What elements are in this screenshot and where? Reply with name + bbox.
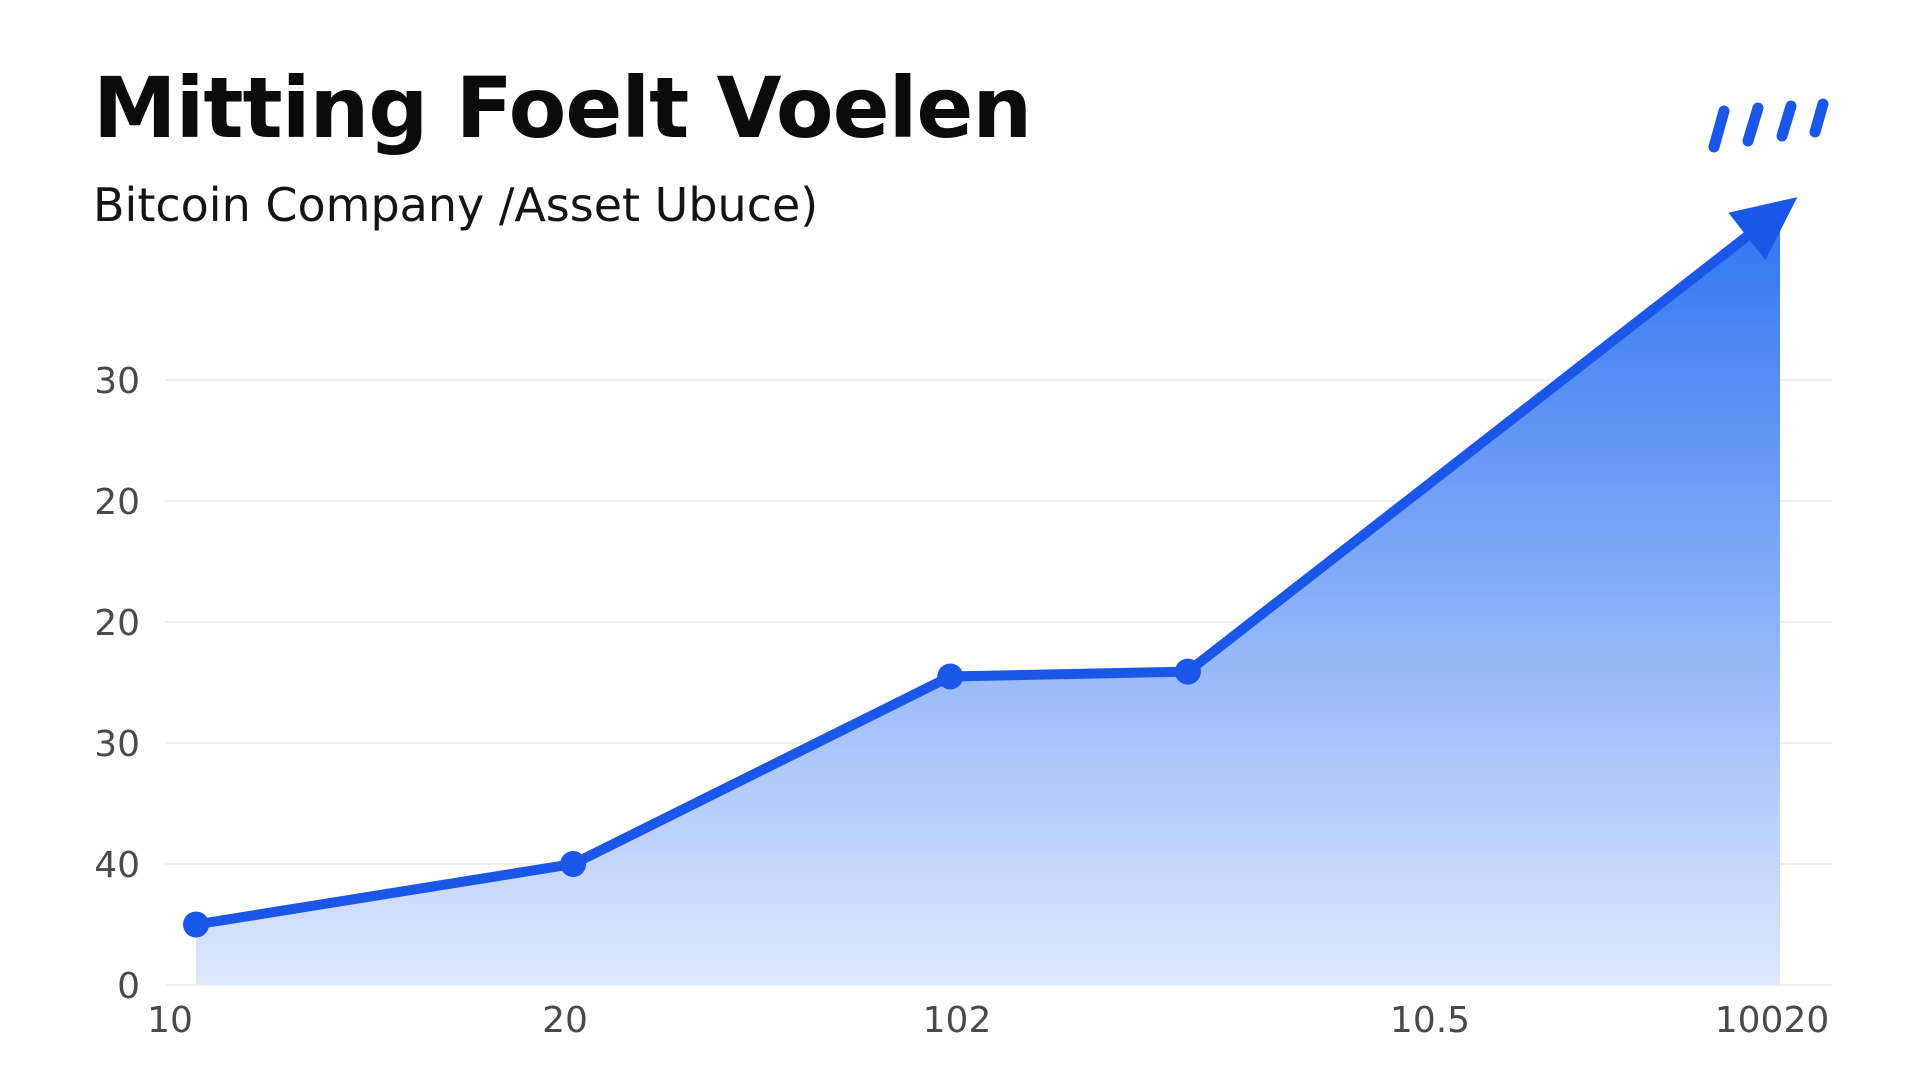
y-tick-label: 30 [94,724,140,765]
x-tick-label: 10020 [1715,1000,1830,1041]
data-point [937,663,964,690]
x-axis-ticks: 10 20 102 10.5 10020 [147,1000,1829,1041]
y-tick-label: 20 [94,482,140,523]
area-fill [196,210,1780,986]
trend-arrow-icon [1728,197,1798,261]
data-point [560,851,587,877]
x-tick-label: 102 [923,1000,992,1041]
x-tick-label: 20 [542,1000,588,1041]
chart-title: Mitting Foelt Voelen [93,59,1032,157]
x-tick-label: 10 [147,1000,193,1041]
chart-subtitle: Bitcoin Company /Asset Ubuce) [93,178,819,232]
data-point [183,911,209,938]
y-tick-label: 0 [117,966,140,1007]
y-tick-label: 30 [94,361,140,402]
y-axis-ticks: 30 20 20 30 40 0 [94,361,140,1007]
y-tick-label: 20 [94,603,140,644]
data-point [1174,658,1201,685]
y-tick-label: 40 [94,845,140,886]
x-tick-label: 10.5 [1390,1000,1470,1041]
